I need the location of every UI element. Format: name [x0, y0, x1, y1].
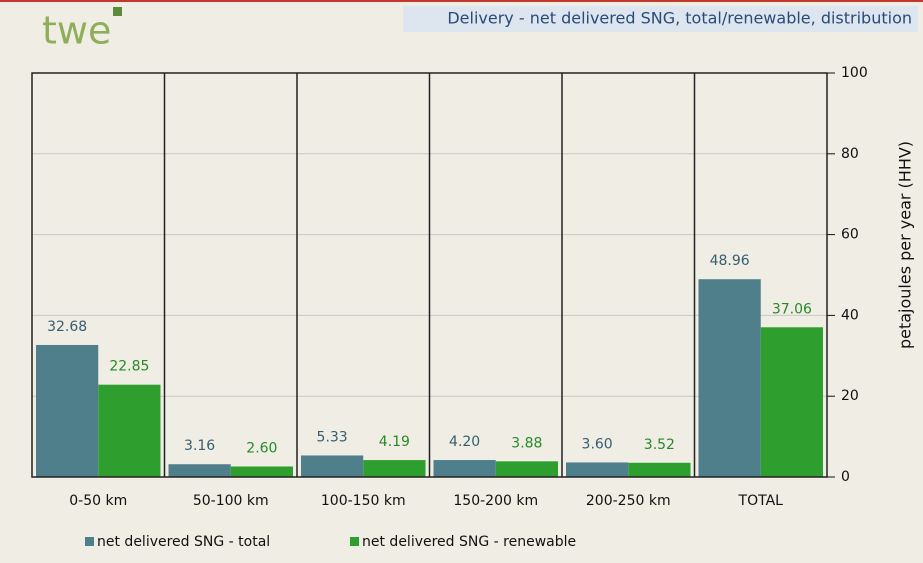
x-tick-label: 200-250 km: [586, 493, 671, 509]
y-tick-label: 20: [841, 388, 859, 404]
y-axis-label: petajoules per year (HHV): [896, 141, 915, 349]
bar: [628, 462, 691, 477]
legend-swatch: [350, 537, 359, 546]
x-tick-label: 0-50 km: [69, 493, 127, 509]
legend-label: net delivered SNG - renewable: [362, 534, 576, 550]
bar: [98, 384, 161, 477]
value-label: 2.60: [246, 440, 277, 456]
value-label: 5.33: [317, 429, 348, 445]
value-label: 3.60: [582, 436, 613, 452]
value-label: 22.85: [109, 359, 149, 375]
plot-frame: [31, 72, 828, 478]
x-tick-label: 150-200 km: [453, 493, 538, 509]
bar: [230, 466, 293, 477]
bar: [760, 327, 823, 477]
value-label: 4.19: [379, 434, 410, 450]
y-tick-label: 80: [841, 146, 859, 162]
legend-swatch: [85, 537, 94, 546]
value-label: 48.96: [710, 253, 750, 269]
value-label: 3.16: [184, 438, 215, 454]
bar: [301, 455, 364, 477]
value-label: 37.06: [772, 301, 812, 317]
top-rule: [0, 0, 923, 2]
bar: [433, 460, 496, 477]
bar: [566, 462, 629, 477]
x-tick-label: 100-150 km: [321, 493, 406, 509]
legend-label: net delivered SNG - total: [97, 534, 270, 550]
x-tick-label: TOTAL: [738, 493, 784, 509]
bar: [363, 460, 426, 477]
bar: [495, 461, 558, 477]
value-label: 3.88: [511, 435, 542, 451]
bar: [36, 344, 99, 477]
chart-title: Delivery - net delivered SNG, total/rene…: [447, 9, 912, 28]
y-tick-label: 100: [841, 65, 868, 81]
bar: [698, 279, 761, 477]
value-label: 3.52: [644, 437, 675, 453]
y-tick-label: 40: [841, 307, 859, 323]
logo: twe: [42, 9, 111, 53]
value-label: 32.68: [47, 319, 87, 335]
logo-cube: [113, 7, 122, 16]
bar: [168, 464, 231, 477]
x-tick-label: 50-100 km: [193, 493, 269, 509]
y-tick-label: 0: [841, 469, 850, 485]
y-tick-label: 60: [841, 227, 859, 243]
value-label: 4.20: [449, 434, 480, 450]
title-box: [403, 6, 918, 32]
